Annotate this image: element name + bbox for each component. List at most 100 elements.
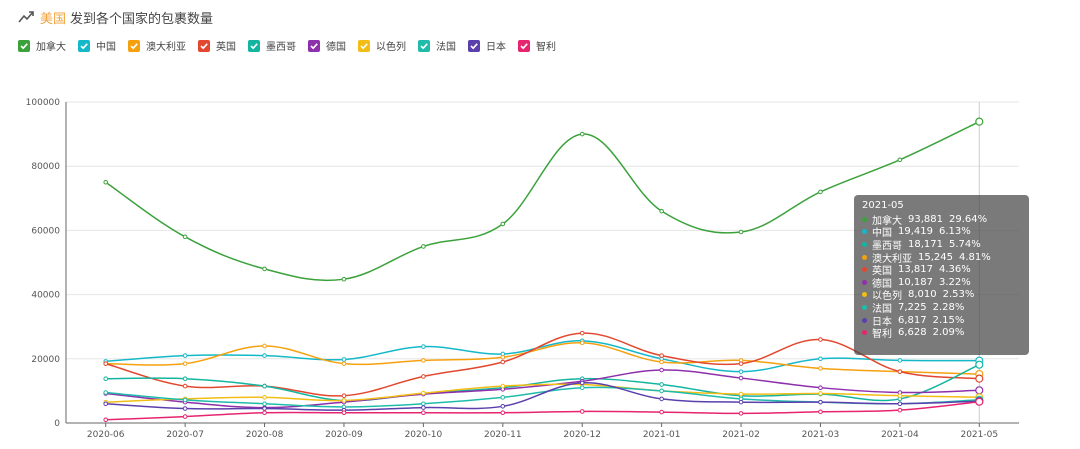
data-point	[421, 374, 426, 379]
x-tick-label: 2021-03	[802, 430, 840, 440]
checkbox-icon[interactable]	[308, 39, 320, 52]
series-dot-icon	[862, 330, 867, 336]
y-tick-label: 20000	[31, 355, 60, 365]
data-point	[500, 221, 506, 227]
tooltip-value: 10,187	[898, 276, 933, 288]
title-highlight: 美国	[40, 11, 67, 27]
tooltip-value: 15,245	[918, 251, 953, 263]
data-point	[262, 353, 267, 358]
legend-item-1[interactable]: 中国	[78, 38, 116, 53]
data-point	[579, 380, 585, 386]
legend-item-3[interactable]: 英国	[198, 38, 236, 53]
series-line-5	[105, 369, 980, 409]
legend-label: 墨西哥	[266, 42, 296, 53]
tooltip-value: 19,419	[898, 226, 933, 238]
data-point	[103, 390, 109, 395]
legend-item-2[interactable]: 澳大利亚	[128, 38, 186, 53]
data-point	[421, 244, 426, 249]
legend-item-5[interactable]: 德国	[308, 38, 346, 53]
series-dot-icon	[862, 267, 867, 273]
data-point	[262, 401, 267, 407]
tooltip-value: 6,628	[898, 327, 927, 339]
data-point	[262, 406, 267, 411]
data-point	[579, 385, 585, 390]
data-point	[500, 383, 506, 389]
data-point	[659, 382, 664, 387]
data-point	[579, 131, 585, 137]
data-point	[341, 276, 347, 282]
tooltip-row: 以色列 8,010 2.53%	[862, 289, 1021, 302]
series-line-3	[105, 332, 980, 397]
tooltip-series-name: 智利	[872, 329, 892, 341]
checkbox-icon[interactable]	[468, 39, 480, 52]
data-point	[818, 189, 823, 195]
series-dot-icon	[862, 229, 867, 235]
tooltip-row: 中国 19,419 6.13%	[862, 226, 1021, 239]
data-point	[103, 179, 109, 185]
tooltip-value: 18,171	[908, 238, 943, 250]
x-tick-label: 2020-08	[246, 430, 284, 440]
data-point	[421, 344, 426, 349]
data-point	[659, 396, 664, 402]
tooltip-series-name: 日本	[872, 316, 892, 328]
data-point	[103, 401, 109, 407]
legend-item-0[interactable]: 加拿大	[18, 38, 66, 53]
data-point	[341, 410, 347, 416]
data-point	[103, 417, 109, 423]
legend-item-9[interactable]: 智利	[518, 38, 556, 53]
tooltip-percent: 6.13%	[939, 226, 971, 238]
series-dot-icon	[862, 216, 867, 222]
y-tick-label: 80000	[31, 162, 60, 172]
tooltip-percent: 29.64%	[949, 213, 988, 225]
checkbox-icon[interactable]	[358, 39, 370, 52]
checkbox-icon[interactable]	[248, 39, 260, 52]
data-point	[975, 117, 984, 126]
x-tick-label: 2020-07	[166, 430, 204, 440]
data-point	[262, 410, 267, 416]
legend-item-8[interactable]: 日本	[468, 38, 506, 53]
data-point	[818, 366, 823, 371]
tooltip-series-name: 英国	[872, 266, 892, 278]
tooltip-row: 英国 13,817 4.36%	[862, 263, 1021, 278]
tooltip-percent: 2.09%	[932, 327, 965, 339]
tooltip-value: 93,881	[908, 213, 943, 225]
data-point	[975, 397, 984, 406]
checkbox-icon[interactable]	[78, 39, 90, 52]
data-point	[500, 404, 506, 409]
legend-item-4[interactable]: 墨西哥	[248, 38, 296, 53]
x-tick-label: 2021-04	[881, 430, 919, 440]
series-line-8	[105, 382, 980, 411]
legend-item-7[interactable]: 法国	[418, 38, 456, 53]
x-tick-label: 2021-01	[643, 430, 681, 440]
y-tick-label: 60000	[31, 226, 60, 236]
y-tick-label: 0	[54, 419, 60, 429]
tooltip-series-name: 德国	[872, 278, 892, 290]
x-tick-label: 2021-05	[960, 430, 998, 440]
checkbox-icon[interactable]	[418, 39, 430, 52]
data-point	[659, 367, 664, 373]
checkbox-icon[interactable]	[518, 39, 530, 52]
data-point	[182, 376, 188, 382]
data-point	[897, 393, 903, 399]
title-text: 发到各个国家的包裹数量	[70, 11, 214, 27]
tooltip-row: 加拿大 93,881 29.64%	[862, 213, 1021, 227]
data-point	[262, 266, 267, 272]
x-tick-label: 2020-11	[484, 430, 522, 440]
tooltip-row: 澳大利亚 15,245 4.81%	[862, 251, 1021, 265]
checkbox-icon[interactable]	[128, 39, 140, 52]
tooltip: 2021-05 加拿大 93,881 29.64% 中国 19,419 6.13% 墨西哥 1…	[854, 195, 1029, 355]
data-point	[341, 393, 347, 399]
legend-item-6[interactable]: 以色列	[358, 38, 406, 53]
y-tick-label: 40000	[31, 291, 60, 301]
checkbox-icon[interactable]	[198, 39, 210, 52]
tooltip-row: 日本 6,817 2.15%	[862, 314, 1021, 328]
data-point	[975, 374, 984, 383]
tooltip-series-name: 墨西哥	[872, 240, 902, 252]
series-dot-icon	[862, 292, 867, 298]
tooltip-series-name: 法国	[872, 303, 892, 315]
checkbox-icon[interactable]	[18, 39, 30, 52]
data-point	[500, 395, 506, 400]
data-point	[659, 388, 664, 394]
data-point	[500, 354, 506, 360]
data-point	[182, 234, 188, 240]
